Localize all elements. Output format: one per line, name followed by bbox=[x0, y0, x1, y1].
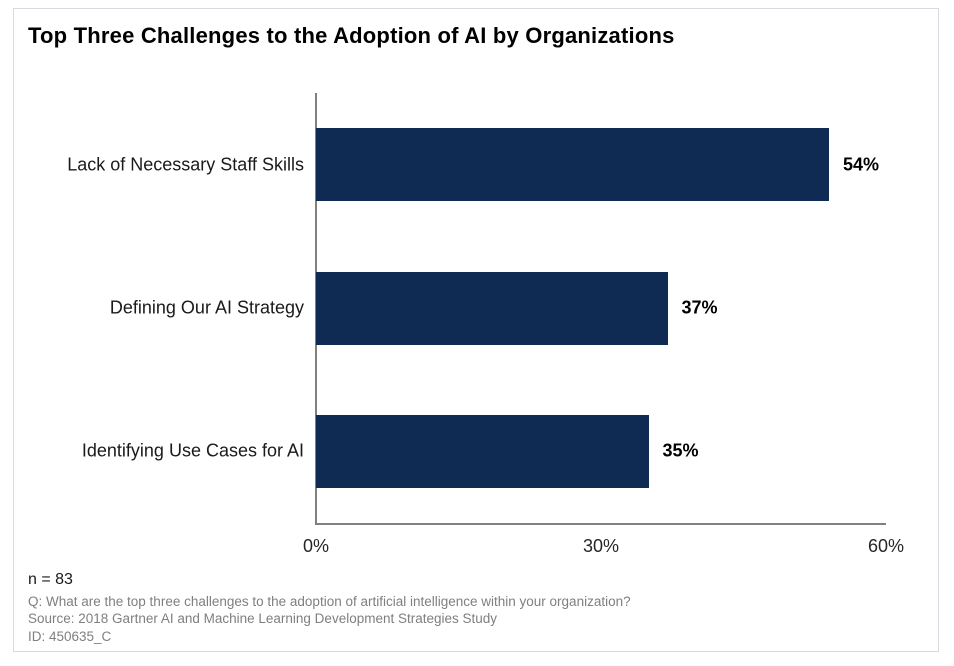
bar bbox=[316, 271, 668, 345]
category-label: Defining Our AI Strategy bbox=[109, 297, 304, 318]
bar bbox=[316, 414, 649, 488]
x-tick-label: 0% bbox=[302, 536, 330, 556]
category-label: Identifying Use Cases for AI bbox=[81, 440, 304, 461]
id-note: ID: 450635_C bbox=[28, 628, 112, 644]
source-note: Source: 2018 Gartner AI and Machine Lear… bbox=[28, 611, 498, 627]
bar bbox=[316, 128, 829, 202]
value-label: 37% bbox=[681, 297, 718, 318]
value-label: 54% bbox=[843, 154, 880, 175]
plot-area: Lack of Necessary Staff Skills 54% Definin… bbox=[67, 93, 904, 556]
value-label: 35% bbox=[662, 440, 699, 461]
x-axis-line bbox=[315, 523, 886, 525]
chart-title: Top Three Challenges to the Adoption of … bbox=[28, 23, 675, 48]
sample-size-note: n = 83 bbox=[28, 571, 73, 588]
x-tick-label: 30% bbox=[582, 536, 620, 556]
category-label: Lack of Necessary Staff Skills bbox=[67, 154, 304, 175]
question-note: Q: What are the top three challenges to … bbox=[28, 594, 631, 609]
chart-footer: n = 83 Q: What are the top three challen… bbox=[28, 571, 918, 645]
chart-card: Top Three Challenges to the Adoption of … bbox=[13, 8, 939, 652]
x-tick-label: 60% bbox=[867, 536, 905, 556]
